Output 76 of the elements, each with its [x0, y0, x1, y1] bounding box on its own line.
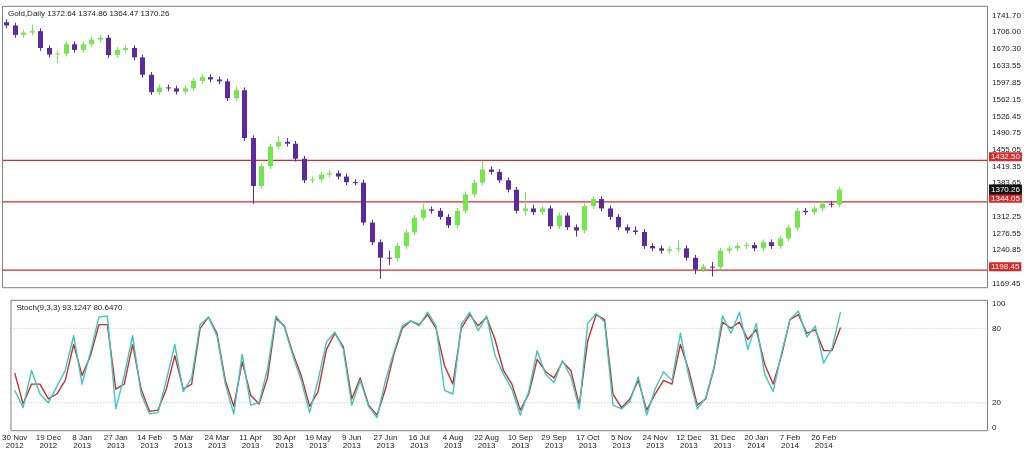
- y-tick-label: 20: [992, 397, 1002, 407]
- y-tick-label: 1670.30: [992, 44, 1022, 54]
- text: 1370.26: [991, 184, 1021, 194]
- ref-line-label: 1432.50: [991, 152, 1021, 162]
- x-tick-label: 10 Sep 2013: [507, 432, 534, 450]
- candlestick: [378, 238, 383, 280]
- y-tick-label: 1706.00: [992, 27, 1022, 37]
- x-tick-label: 24 Nov 2013: [642, 432, 668, 450]
- candlestick: [514, 186, 519, 215]
- x-tick-label: 8 Jan 2013: [72, 432, 92, 450]
- x-tick-label: 19 May 2013: [304, 432, 332, 450]
- candlestick: [676, 239, 681, 253]
- y-tick-label: 1240.85: [992, 245, 1022, 255]
- y-tick-label: 1490.75: [992, 128, 1022, 138]
- y-tick-label: 1741.70: [992, 10, 1022, 20]
- candlestick: [370, 219, 375, 246]
- x-tick-label: 5 Nov 2013: [610, 432, 632, 450]
- candlestick: [55, 50, 60, 64]
- chart-title: Stoch(9,3,3) 93.1247 80.6470: [16, 303, 123, 312]
- y-tick-label: 1455.05: [992, 144, 1022, 154]
- candlestick: [140, 54, 145, 79]
- y-tick-label: 1562.15: [992, 94, 1022, 104]
- candlestick: [480, 160, 485, 186]
- candlestick: [293, 140, 298, 163]
- x-tick-label: 12 Dec 2013: [676, 432, 702, 450]
- x-tick-label: 30 Nov 2012: [2, 432, 28, 450]
- ref-line-label: 1198.45: [991, 261, 1020, 271]
- candlestick: [225, 78, 230, 102]
- x-tick-label: 19 Dec 2012: [35, 432, 62, 450]
- ref-line-label: 1344.05: [991, 193, 1021, 203]
- candlestick: [693, 254, 698, 275]
- x-tick-label: 4 Aug 2013: [442, 432, 464, 450]
- y-tick-label: 1526.45: [992, 111, 1022, 121]
- x-tick-label: 5 Mar 2013: [173, 432, 194, 450]
- candlestick: [548, 205, 553, 230]
- x-tick-label: 9 Jun 2013: [341, 432, 362, 450]
- x-tick-label: 16 Jul 2013: [408, 432, 431, 450]
- candlestick: [642, 228, 647, 250]
- candlestick: [387, 250, 392, 266]
- candlestick: [404, 229, 409, 250]
- x-tick-label: 17 Oct 2013: [575, 432, 601, 450]
- y-tick-label: 1276.55: [992, 228, 1022, 238]
- y-tick-label: 0: [992, 422, 997, 432]
- x-tick-label: 22 Aug 2013: [474, 432, 500, 450]
- x-tick-label: 31 Dec 2013: [709, 432, 736, 450]
- x-tick-label: 14 Feb 2013: [137, 432, 163, 450]
- x-tick-label: 11 Apr 2013: [239, 432, 263, 450]
- candlestick: [718, 247, 723, 271]
- y-tick-label: 1419.35: [992, 161, 1022, 171]
- y-tick-label: 1597.85: [992, 78, 1022, 88]
- x-tick-label: 27 Jan 2013: [103, 432, 128, 450]
- x-tick-label: 24 Mar 2013: [204, 432, 230, 450]
- chart-title: Gold,Daily 1372.64 1374.86 1364.47 1370.26: [8, 9, 171, 18]
- x-tick-label: 20 Jan 2014: [744, 432, 769, 450]
- candlestick: [106, 34, 111, 59]
- candlestick: [837, 186, 842, 209]
- x-tick-label: 27 Jun 2013: [373, 432, 398, 450]
- y-tick-label: 1312.25: [992, 211, 1022, 221]
- x-tick-label: 7 Feb 2014: [779, 432, 801, 450]
- x-tick-label: 26 Feb 2014: [811, 432, 837, 450]
- x-tick-label: 29 Sep 2013: [541, 432, 568, 450]
- y-tick-label: 1169.45: [992, 278, 1021, 288]
- y-tick-label: 100: [992, 298, 1006, 308]
- x-tick-label: 30 Apr 2013: [272, 432, 297, 450]
- y-tick-label: 80: [992, 323, 1002, 333]
- candlestick: [412, 214, 417, 236]
- candlestick: [463, 191, 468, 215]
- candlestick: [302, 155, 307, 184]
- candlestick: [149, 71, 154, 96]
- candlestick: [268, 143, 273, 170]
- candlestick: [259, 162, 264, 190]
- candlestick: [455, 207, 460, 229]
- candlestick: [523, 191, 528, 216]
- y-tick-label: 1633.55: [992, 61, 1022, 71]
- candlestick: [38, 27, 43, 52]
- candlestick: [795, 207, 800, 231]
